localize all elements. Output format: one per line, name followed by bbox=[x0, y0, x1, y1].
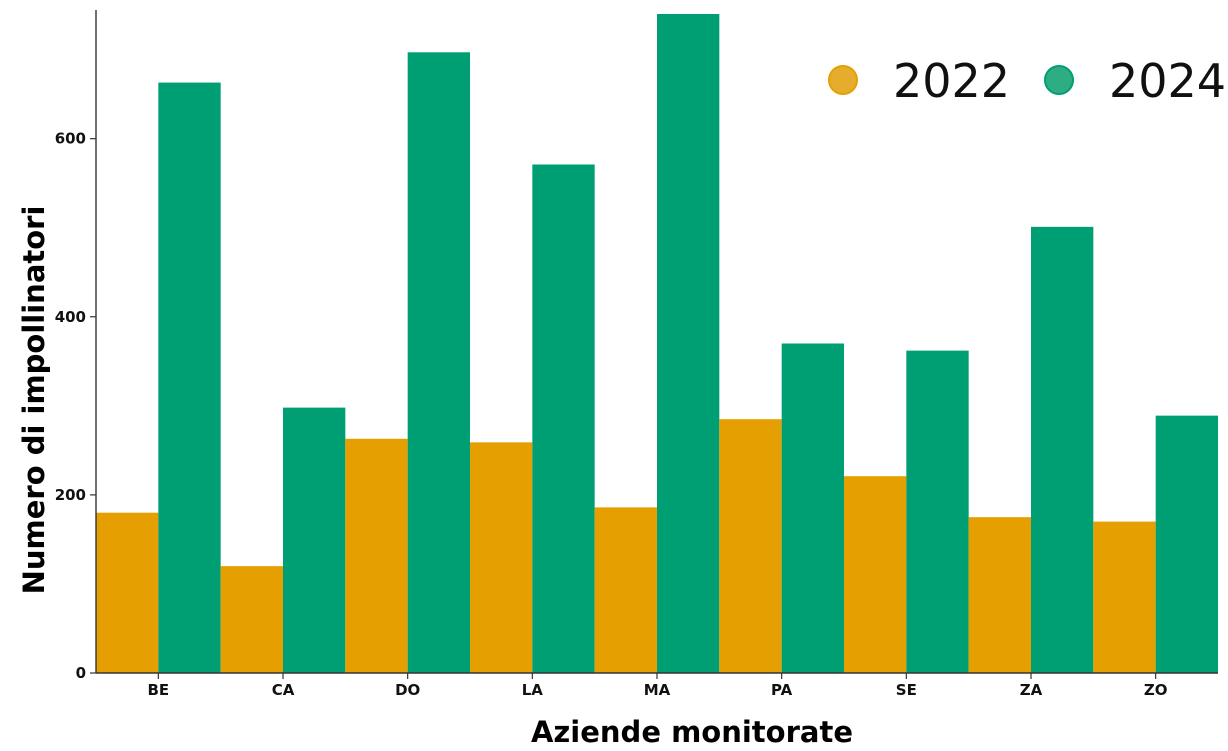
x-tick-label: DO bbox=[395, 681, 420, 699]
bar-2024-PA bbox=[781, 343, 844, 673]
bar-2024-ZO bbox=[1155, 415, 1218, 673]
bar-2022-SE bbox=[844, 476, 907, 673]
bar-2024-MA bbox=[657, 14, 720, 673]
y-axis: 0 200 400 600 bbox=[55, 10, 97, 682]
x-axis: BE CA DO LA MA PA SE ZA ZO bbox=[96, 672, 1218, 699]
bar-2022-ZO bbox=[1093, 521, 1156, 673]
bar-2024-ZA bbox=[1031, 226, 1094, 674]
bar-2022-DO bbox=[345, 438, 408, 673]
x-tick-label: ZO bbox=[1144, 681, 1168, 699]
bar-2024-SE bbox=[906, 350, 969, 673]
legend-label-2022: 2022 bbox=[893, 54, 1010, 108]
legend-marker-2024 bbox=[1044, 65, 1074, 95]
bar-2022-PA bbox=[719, 419, 782, 673]
legend-marker-2022 bbox=[828, 65, 858, 95]
bar-2024-CA bbox=[283, 407, 346, 673]
bar-2024-LA bbox=[532, 164, 595, 674]
legend-label-2024: 2024 bbox=[1109, 54, 1226, 108]
bar-2022-MA bbox=[594, 507, 657, 673]
bar-2022-BE bbox=[96, 512, 159, 673]
x-axis-title: Aziende monitorate bbox=[531, 715, 853, 749]
bars-layer bbox=[96, 14, 1218, 674]
x-tick-label: CA bbox=[272, 681, 295, 699]
y-tick-label: 600 bbox=[55, 130, 86, 148]
x-tick-label: ZA bbox=[1020, 681, 1043, 699]
x-tick-label: SE bbox=[896, 681, 917, 699]
y-tick-label: 0 bbox=[76, 664, 86, 682]
y-tick-label: 200 bbox=[55, 486, 86, 504]
legend: 2022 2024 bbox=[828, 54, 1226, 108]
bar-2022-CA bbox=[220, 566, 283, 673]
bar-2022-LA bbox=[470, 442, 533, 673]
x-tick-label: LA bbox=[522, 681, 544, 699]
y-axis-title: Numero di impollinatori bbox=[17, 206, 51, 595]
x-tick-label: PA bbox=[771, 681, 793, 699]
bar-2024-DO bbox=[407, 52, 470, 674]
x-tick-label: BE bbox=[147, 681, 169, 699]
bar-2022-ZA bbox=[968, 517, 1031, 673]
bar-2024-BE bbox=[158, 82, 221, 673]
x-tick-label: MA bbox=[644, 681, 671, 699]
y-tick-label: 400 bbox=[55, 308, 86, 326]
